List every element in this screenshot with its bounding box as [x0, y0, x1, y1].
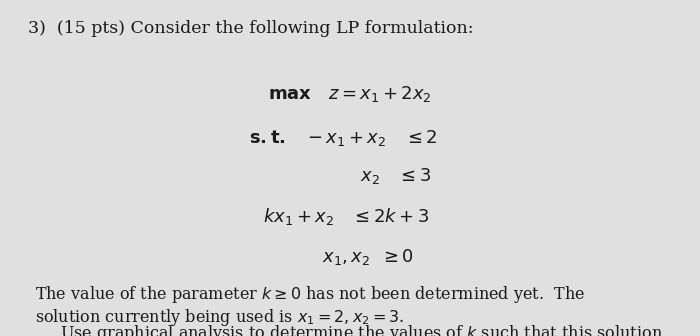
Text: solution currently being used is $x_1 = 2, x_2 = 3$.: solution currently being used is $x_1 = … — [35, 307, 405, 329]
Text: 3)  (15 pts) Consider the following LP formulation:: 3) (15 pts) Consider the following LP fo… — [28, 20, 473, 37]
Text: $\mathbf{s.t.} \;\;\; -x_1 + x_2 \quad \leq 2$: $\mathbf{s.t.} \;\;\; -x_1 + x_2 \quad \… — [248, 128, 438, 148]
Text: $x_1, x_2 \;\; \geq 0$: $x_1, x_2 \;\; \geq 0$ — [321, 247, 414, 267]
Text: Use graphical analysis to determine the values of $k$ such that this solution: Use graphical analysis to determine the … — [60, 323, 662, 336]
Text: $x_2 \quad \leq 3$: $x_2 \quad \leq 3$ — [360, 166, 431, 186]
Text: $kx_1 + x_2 \quad \leq 2k+3$: $kx_1 + x_2 \quad \leq 2k+3$ — [263, 206, 430, 227]
Text: $\mathbf{max} \quad z = x_1 + 2x_2$: $\mathbf{max} \quad z = x_1 + 2x_2$ — [268, 84, 432, 104]
Text: The value of the parameter $k \geq 0$ has not been determined yet.  The: The value of the parameter $k \geq 0$ ha… — [35, 284, 585, 305]
